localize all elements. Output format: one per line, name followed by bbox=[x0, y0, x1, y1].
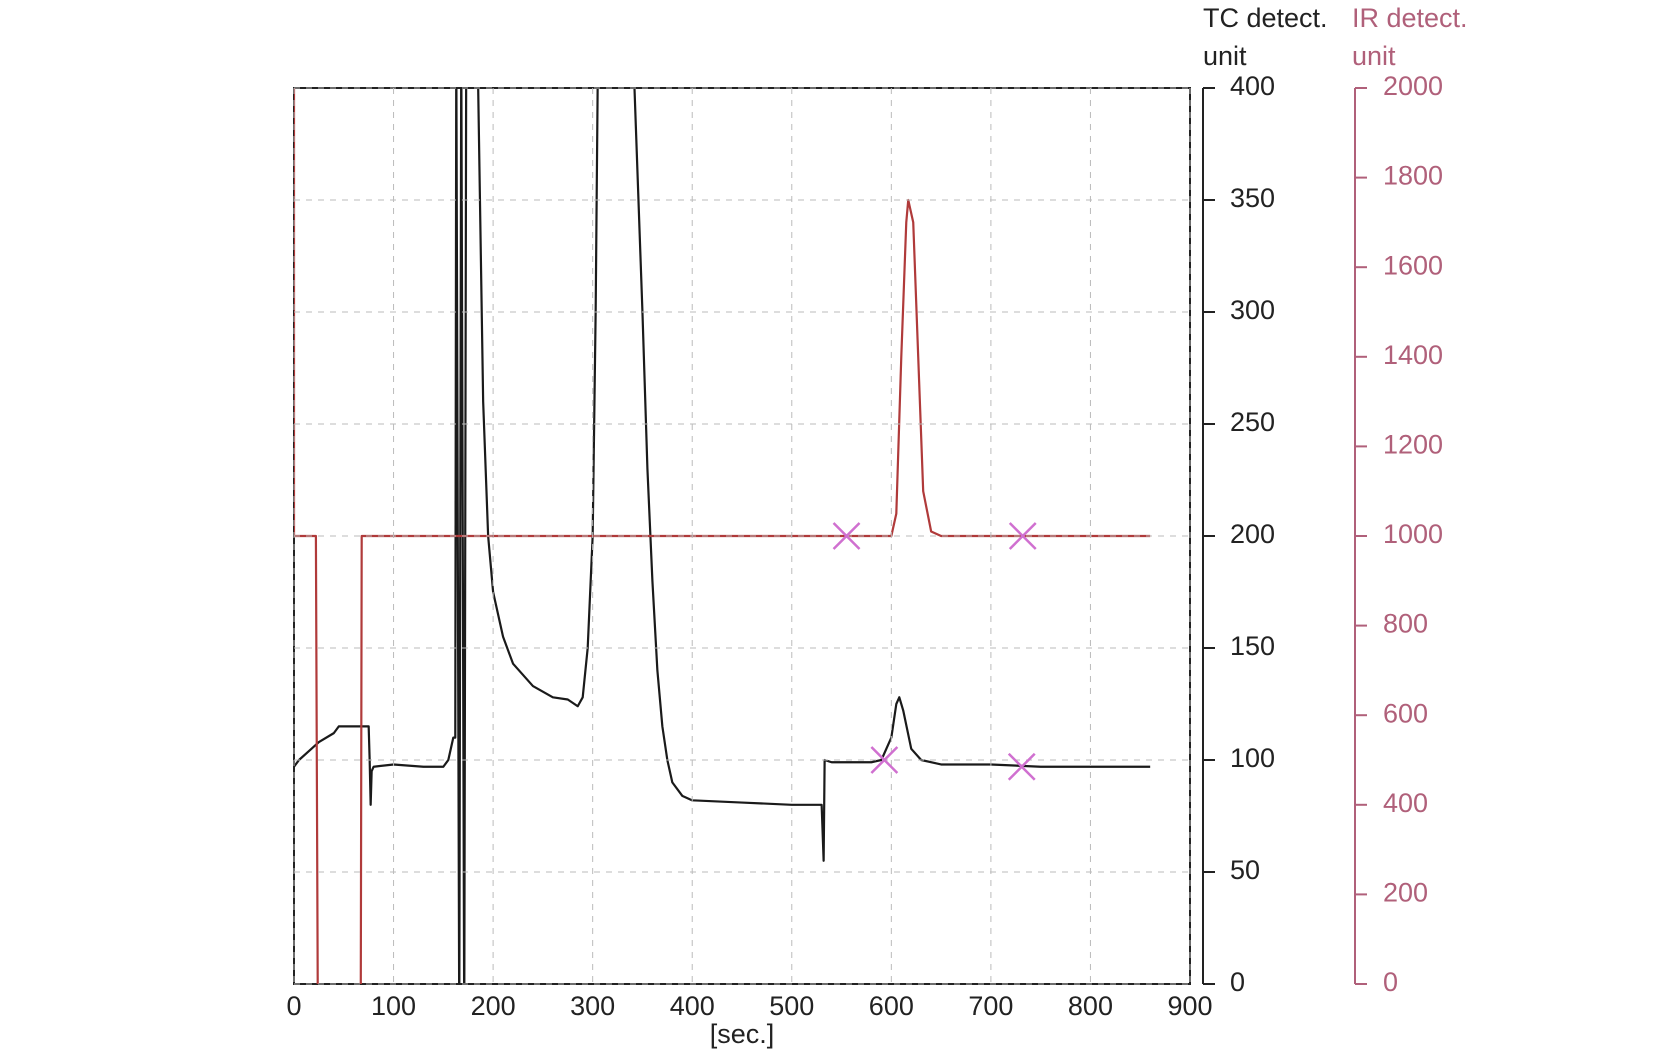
y2-tick-label: 1800 bbox=[1383, 161, 1443, 191]
peak-marker bbox=[1008, 522, 1037, 550]
y2-label: IR detect. bbox=[1352, 3, 1468, 33]
x-tick-label: 600 bbox=[869, 991, 914, 1021]
series-line bbox=[294, 88, 1151, 984]
x-tick-label: 0 bbox=[286, 991, 301, 1021]
y2-tick-label: 0 bbox=[1383, 967, 1398, 997]
y-label-unit: unit bbox=[1203, 41, 1247, 71]
peak-marker bbox=[832, 522, 861, 550]
peak-marker bbox=[870, 746, 899, 774]
y-tick-label: 250 bbox=[1230, 407, 1275, 437]
y-tick-label: 200 bbox=[1230, 519, 1275, 549]
y-tick-label: 400 bbox=[1230, 71, 1275, 101]
plot-area bbox=[294, 88, 1151, 984]
x-tick-label: 400 bbox=[670, 991, 715, 1021]
x-tick-label: 800 bbox=[1068, 991, 1113, 1021]
y-tick-label: 300 bbox=[1230, 295, 1275, 325]
y2-tick-label: 1400 bbox=[1383, 340, 1443, 370]
y2-tick-label: 200 bbox=[1383, 878, 1428, 908]
series-line bbox=[294, 88, 1151, 984]
x-tick-label: 900 bbox=[1167, 991, 1212, 1021]
x-tick-label: 700 bbox=[968, 991, 1013, 1021]
x-tick-label: 200 bbox=[471, 991, 516, 1021]
y-tick-label: 150 bbox=[1230, 631, 1275, 661]
y-tick-label: 50 bbox=[1230, 855, 1260, 885]
y2-tick-label: 2000 bbox=[1383, 71, 1443, 101]
x-tick-label: 300 bbox=[570, 991, 615, 1021]
y-tick-label: 350 bbox=[1230, 183, 1275, 213]
x-label: [sec.] bbox=[710, 1019, 775, 1049]
y2-tick-label: 600 bbox=[1383, 698, 1428, 728]
x-tick-label: 100 bbox=[371, 991, 416, 1021]
peak-marker bbox=[1007, 752, 1036, 781]
y-label: TC detect. bbox=[1203, 3, 1328, 33]
x-tick-label: 500 bbox=[769, 991, 814, 1021]
y2-tick-label: 800 bbox=[1383, 609, 1428, 639]
y2-tick-label: 1200 bbox=[1383, 430, 1443, 460]
y-tick-label: 0 bbox=[1230, 967, 1245, 997]
y2-label-unit: unit bbox=[1352, 41, 1396, 71]
y2-tick-label: 1600 bbox=[1383, 250, 1443, 280]
y2-tick-label: 400 bbox=[1383, 788, 1428, 818]
y-tick-label: 100 bbox=[1230, 743, 1275, 773]
y2-tick-label: 1000 bbox=[1383, 519, 1443, 549]
